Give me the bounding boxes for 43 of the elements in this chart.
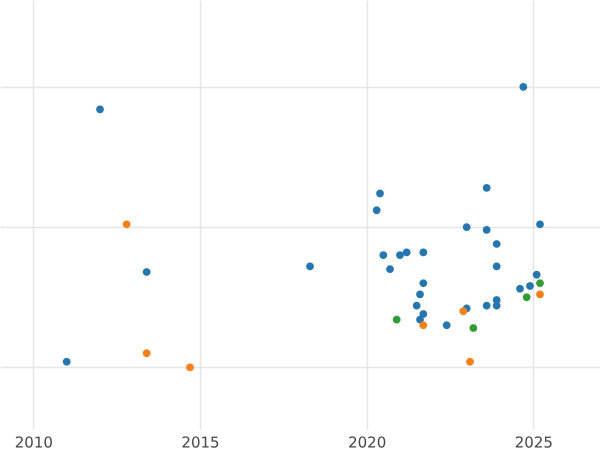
point [416,290,424,298]
point [519,83,528,91]
point [386,265,394,274]
point [402,248,411,256]
point [412,302,421,310]
point [536,279,544,288]
point [419,321,428,330]
point [482,226,491,234]
point [186,363,194,372]
point [462,223,471,231]
point [419,310,428,318]
point [392,316,401,324]
x-tick-label: 2020 [348,434,386,450]
point [96,105,104,114]
point [379,251,388,260]
point [142,268,151,276]
point [482,184,491,192]
point [459,307,468,316]
point [522,293,531,302]
point [526,282,534,290]
point [492,240,501,248]
point [306,262,314,270]
point [442,321,451,330]
point [419,279,428,288]
point [372,206,381,214]
point [142,349,151,358]
point [376,190,384,198]
point [482,302,491,310]
x-tick-label: 2015 [181,434,220,450]
x-tick-label: 2010 [14,434,53,450]
point [492,262,501,270]
x-tick-label: 2025 [514,434,553,450]
point [536,220,544,228]
point [62,358,71,366]
point [419,248,428,256]
point [532,270,541,279]
point [469,324,478,332]
point [516,284,524,293]
point [396,251,404,260]
point [536,290,544,298]
point [466,358,474,366]
point [492,302,501,310]
point [122,220,131,228]
